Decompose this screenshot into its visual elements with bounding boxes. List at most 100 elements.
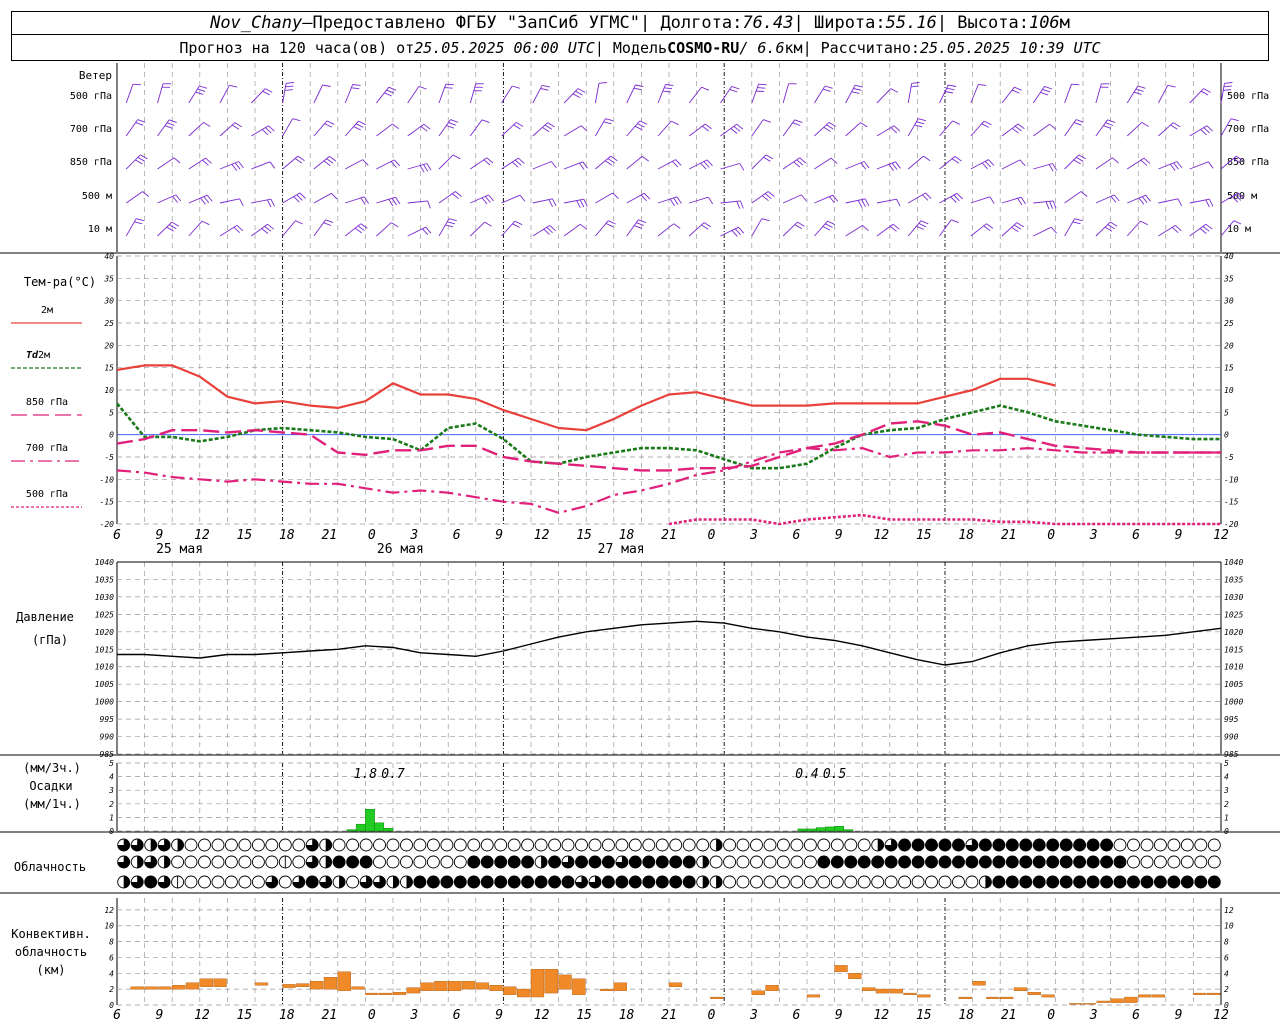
cloud-symbol bbox=[830, 855, 844, 869]
temp-hour-label: 6 bbox=[1132, 528, 1140, 543]
conv-bar bbox=[475, 982, 489, 990]
cloud-symbol bbox=[952, 855, 965, 869]
wind-barb-feather bbox=[635, 84, 644, 87]
wind-barb-feather bbox=[739, 163, 745, 171]
wind-barb-feather bbox=[1231, 196, 1239, 203]
cloud-symbol bbox=[413, 838, 427, 852]
wind-barb-feather bbox=[853, 88, 862, 91]
conv-bar bbox=[1137, 994, 1152, 998]
temp-ytick-left: 5 bbox=[109, 408, 114, 417]
wind-barb-shaft bbox=[469, 119, 483, 137]
temp-hour-label: 18 bbox=[619, 528, 635, 543]
wind-barb-feather bbox=[137, 157, 146, 162]
cloud-symbol bbox=[992, 855, 1006, 869]
cloud-symbol bbox=[1113, 855, 1127, 869]
wind-barb-feather bbox=[448, 122, 457, 126]
conv-hour-label: 3 bbox=[1089, 1008, 1098, 1023]
cloud-symbol bbox=[521, 838, 535, 852]
wind-barb-feather bbox=[238, 161, 244, 169]
wind-barb-feather bbox=[552, 198, 557, 207]
wind-barb-feather bbox=[203, 122, 211, 127]
temp-ytick-left: -10 bbox=[100, 475, 115, 484]
cloud-symbol bbox=[642, 855, 656, 869]
wind-barb-feather bbox=[171, 221, 180, 227]
cloud-symbol bbox=[790, 838, 804, 852]
wind-barb-feather bbox=[1170, 124, 1178, 130]
cloud-symbol bbox=[669, 855, 683, 869]
wind-barb-feather bbox=[763, 157, 771, 162]
cloud-symbol bbox=[561, 875, 575, 889]
cloud-symbol bbox=[938, 855, 952, 869]
cloud-symbol bbox=[480, 838, 494, 852]
conv-bar bbox=[558, 974, 572, 990]
wind-barb-feather bbox=[267, 223, 275, 230]
wind-barb-shaft bbox=[845, 225, 863, 237]
wind-barb-shaft bbox=[782, 157, 800, 170]
cloud-symbol-three-q bbox=[292, 876, 305, 888]
cloud-symbol-three-q bbox=[306, 839, 319, 852]
wind-barb-shaft bbox=[501, 194, 521, 204]
cloud-symbol bbox=[669, 838, 683, 852]
conv-bar bbox=[1151, 994, 1166, 998]
temp-hour-label: 15 bbox=[916, 528, 932, 543]
temp-series-4 bbox=[668, 513, 1221, 526]
conv-bar bbox=[517, 988, 531, 998]
wind-barb-feather bbox=[395, 196, 401, 205]
conv-bar bbox=[1027, 992, 1041, 995]
cloud-symbol bbox=[736, 838, 750, 852]
wind-barb-feather bbox=[604, 160, 613, 166]
press-ytick-left: 1005 bbox=[95, 680, 114, 689]
precip-ytick-left: 4 bbox=[109, 773, 114, 782]
wind-barb-shaft bbox=[626, 219, 639, 237]
cloud-symbol bbox=[655, 875, 669, 889]
conv-bar bbox=[461, 981, 476, 990]
cloud-symbol-half bbox=[325, 839, 332, 851]
wind-barb-feather bbox=[142, 191, 150, 197]
wind-barb-shaft bbox=[1001, 86, 1015, 104]
wind-barb-feather bbox=[1176, 161, 1183, 169]
wind-barb-shaft bbox=[282, 192, 301, 204]
press-ytick-left: 995 bbox=[100, 715, 115, 724]
wind-barb-feather bbox=[892, 223, 900, 230]
wind-barb-feather bbox=[641, 156, 649, 162]
wind-barb-feather bbox=[391, 197, 397, 206]
wind-barb-feather bbox=[763, 119, 771, 123]
cloud-symbol-three-q bbox=[562, 856, 574, 868]
wind-barb-shaft bbox=[219, 161, 239, 170]
cloud-symbol bbox=[682, 875, 696, 889]
wind-barb-feather bbox=[854, 84, 863, 88]
cloud-symbol bbox=[1127, 855, 1140, 869]
conv-bar bbox=[544, 969, 558, 994]
wind-barb-feather bbox=[1040, 91, 1049, 96]
wind-barb-feather bbox=[358, 120, 366, 126]
wind-barb-feather bbox=[481, 119, 490, 124]
date-label: 26 мая bbox=[377, 542, 424, 557]
wind-barb-feather bbox=[1074, 218, 1083, 222]
temp-ytick-right: 30 bbox=[1223, 297, 1234, 306]
wind-barb-feather bbox=[583, 199, 588, 207]
cloud-symbol bbox=[265, 855, 279, 869]
wind-barb-feather bbox=[1017, 197, 1023, 206]
wind-barb-feather bbox=[953, 194, 960, 202]
temp-hour-label: 15 bbox=[576, 528, 592, 543]
cloud-symbol bbox=[238, 875, 252, 889]
conv-ytick-left: 12 bbox=[104, 906, 114, 915]
conv-hour-label: 6 bbox=[792, 1008, 800, 1023]
wind-barb-feather bbox=[324, 123, 333, 128]
wind-barb-feather bbox=[1223, 89, 1232, 91]
cloud-symbol bbox=[857, 855, 871, 869]
cloud-symbol bbox=[211, 855, 225, 869]
press-line bbox=[117, 620, 1222, 666]
conv-bar bbox=[972, 981, 986, 986]
wind-barb-feather bbox=[388, 199, 394, 207]
cloud-symbol bbox=[803, 875, 817, 889]
press-ytick-left: 1040 bbox=[95, 558, 114, 567]
wind-barb-feather bbox=[386, 89, 395, 94]
wind-barb-shaft bbox=[751, 191, 769, 204]
wind-barb-shaft bbox=[876, 223, 894, 237]
precip-ytick-right: 4 bbox=[1224, 773, 1229, 782]
conv-hour-label: 9 bbox=[1175, 1008, 1183, 1023]
wind-barb-feather bbox=[1205, 199, 1210, 208]
model-name: COSMO-RU bbox=[667, 38, 740, 57]
